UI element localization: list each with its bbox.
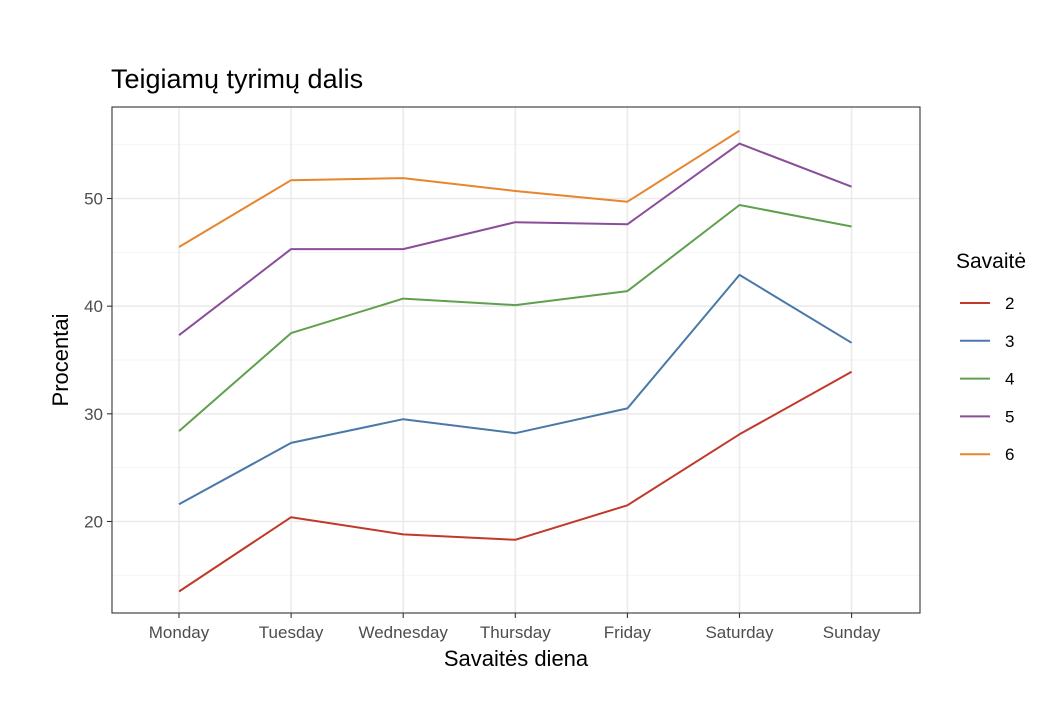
x-tick-label: Wednesday — [358, 623, 448, 642]
y-axis-title: Procentai — [48, 314, 73, 407]
y-tick-label: 50 — [84, 190, 103, 209]
gridlines — [112, 107, 920, 613]
x-tick-label: Saturday — [705, 623, 774, 642]
legend-label-3: 3 — [1005, 332, 1014, 351]
axis-tick-labels: 20 30 40 50 Monday Tuesday Wednesday Thursday Fr… — [84, 190, 881, 642]
y-tick-label: 20 — [84, 512, 103, 531]
y-tick-label: 30 — [84, 405, 103, 424]
legend-label-4: 4 — [1005, 370, 1014, 389]
chart-title: Teigiamų tyrimų dalis — [111, 64, 363, 94]
legend-label-2: 2 — [1005, 294, 1014, 313]
x-tick-label: Sunday — [823, 623, 881, 642]
x-tick-label: Friday — [604, 623, 652, 642]
y-tick-label: 40 — [84, 297, 103, 316]
legend-label-6: 6 — [1005, 445, 1014, 464]
legend-label-5: 5 — [1005, 407, 1014, 426]
axis-ticks — [107, 197, 853, 618]
x-tick-label: Tuesday — [259, 623, 324, 642]
series-line-4 — [178, 204, 852, 432]
x-tick-label: Thursday — [480, 623, 551, 642]
series-line-5 — [178, 142, 852, 336]
series-layer — [178, 129, 853, 593]
legend-title: Savaitė — [956, 250, 1026, 273]
x-axis-title: Savaitės diena — [444, 646, 589, 671]
series-line-6 — [178, 129, 741, 248]
series-line-3 — [178, 273, 853, 506]
x-tick-label: Monday — [149, 623, 210, 642]
plot-panel — [111, 106, 921, 614]
series-line-2 — [178, 370, 853, 593]
legend: Savaitė 2 3 4 5 6 — [956, 250, 1026, 464]
